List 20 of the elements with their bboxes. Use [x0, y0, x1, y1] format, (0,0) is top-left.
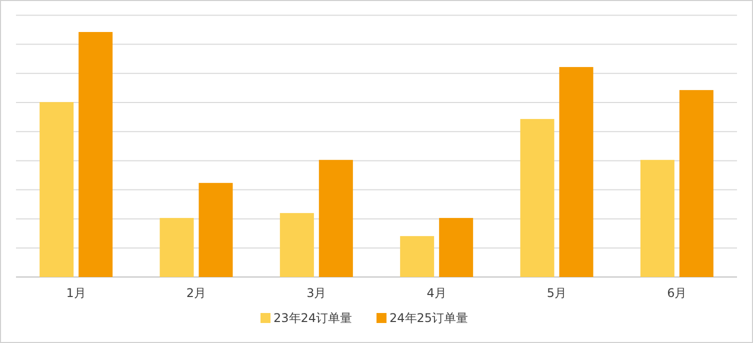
- x-tick-label: 2月: [186, 286, 206, 300]
- bar: [640, 160, 674, 277]
- x-tick-label: 6月: [667, 286, 687, 300]
- bar: [198, 182, 233, 277]
- bar: [318, 160, 353, 277]
- bar: [160, 218, 194, 277]
- legend-label: 23年24订单量: [274, 311, 352, 325]
- bar: [280, 213, 314, 277]
- x-tick-label: 3月: [306, 286, 326, 300]
- bar: [520, 118, 554, 277]
- legend-label: 24年25订单量: [390, 311, 468, 325]
- bar: [78, 32, 113, 277]
- x-tick-label: 4月: [426, 286, 446, 300]
- x-tick-label: 5月: [546, 286, 567, 300]
- bar: [679, 90, 714, 277]
- bar: [439, 218, 474, 277]
- bar: [400, 236, 434, 277]
- bar: [40, 102, 74, 277]
- x-tick-label: 1月: [66, 286, 86, 300]
- bar: [559, 67, 594, 277]
